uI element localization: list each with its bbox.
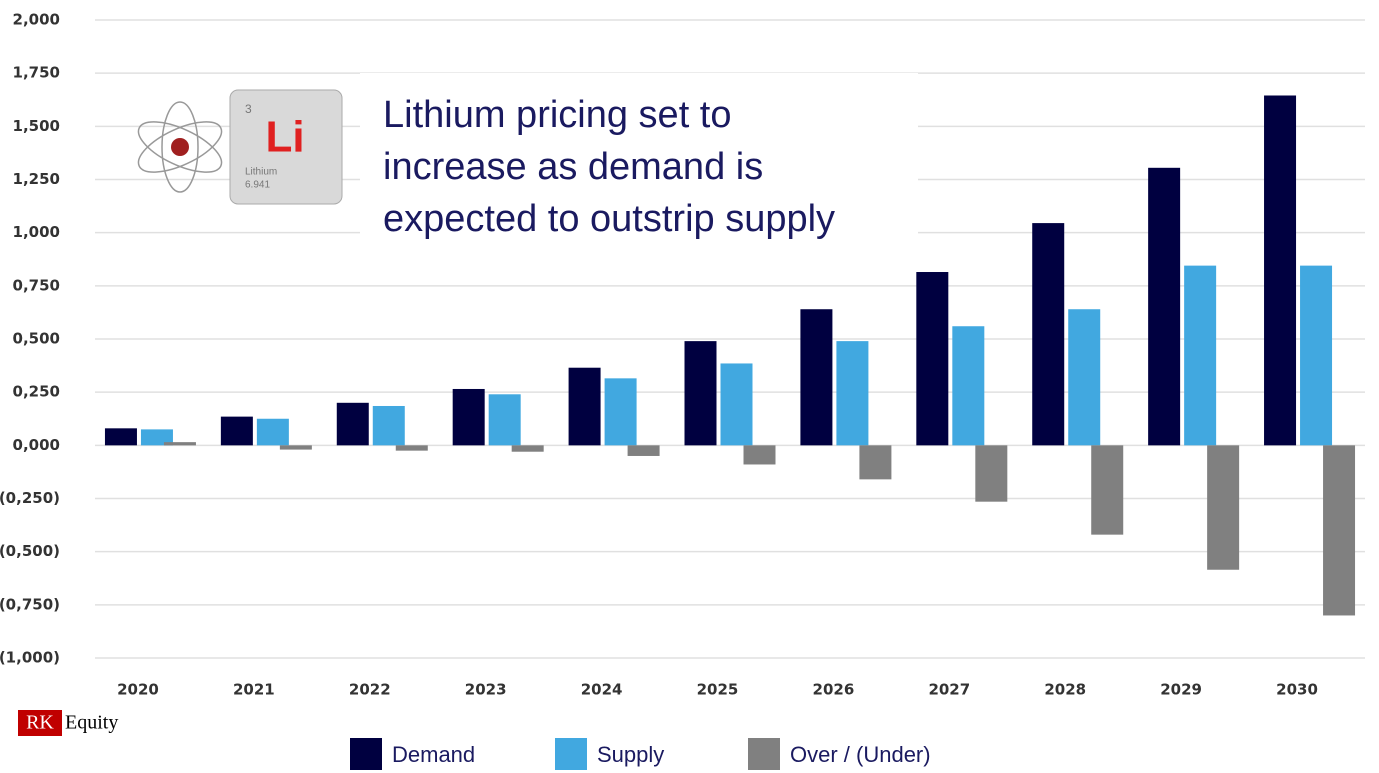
y-tick-label: 0,500: [13, 330, 60, 348]
y-tick-label: 1,250: [13, 170, 60, 188]
bar: [1264, 95, 1296, 445]
bar: [1091, 445, 1123, 534]
x-tick-label: 2026: [813, 681, 855, 699]
bar: [859, 445, 891, 479]
annotation: expected to outstrip supply: [383, 198, 835, 240]
bar: [1148, 168, 1180, 446]
bar: [1068, 309, 1100, 445]
y-tick-label: 0,250: [13, 383, 60, 401]
bar: [164, 442, 196, 445]
bar: [569, 368, 601, 446]
legend-label: Over / (Under): [790, 742, 931, 767]
bar: [453, 389, 485, 445]
legend-swatch: [350, 738, 382, 770]
x-tick-label: 2027: [928, 681, 970, 699]
bar: [744, 445, 776, 464]
bar: [512, 445, 544, 451]
x-tick-label: 2020: [117, 681, 159, 699]
element-name: Lithium: [245, 167, 277, 178]
legend-swatch: [748, 738, 780, 770]
x-tick-label: 2023: [465, 681, 507, 699]
y-tick-label: 1,500: [13, 117, 60, 135]
bar: [1032, 223, 1064, 445]
bar: [489, 394, 521, 445]
bar: [628, 445, 660, 456]
y-tick-label: (0,750): [0, 595, 60, 613]
annotation: increase as demand is: [383, 146, 763, 188]
x-tick-label: 2021: [233, 681, 275, 699]
bar: [337, 403, 369, 446]
bar: [1184, 266, 1216, 446]
x-tick-label: 2024: [581, 681, 623, 699]
x-tick-label: 2029: [1160, 681, 1202, 699]
bar: [221, 417, 253, 446]
logo-name: Equity: [65, 712, 118, 734]
page: 3 Li Lithium 6.941 RK Equity 2,000 1,750 1…: [0, 0, 1379, 773]
atom-icon: [132, 102, 229, 192]
y-tick-label: 0,000: [13, 436, 60, 454]
legend-label: Demand: [392, 742, 475, 767]
logo-mark: RK: [26, 712, 54, 734]
y-tick-label: (0,250): [0, 489, 60, 507]
x-tick-label: 2022: [349, 681, 391, 699]
y-tick-label: 1,000: [13, 223, 60, 241]
y-tick-label: (1,000): [0, 649, 60, 667]
y-tick-label: 1,750: [13, 64, 60, 82]
element-symbol: Li: [265, 113, 304, 162]
bar: [1300, 266, 1332, 446]
bar: [800, 309, 832, 445]
x-tick-label: 2030: [1276, 681, 1318, 699]
bar: [916, 272, 948, 445]
bar: [975, 445, 1007, 501]
bar: [952, 326, 984, 445]
bar: [685, 341, 717, 445]
bar: [721, 363, 753, 445]
bar: [373, 406, 405, 445]
x-tick-label: 2028: [1044, 681, 1086, 699]
bar: [396, 445, 428, 450]
bar: [1207, 445, 1239, 569]
element-number: 3: [245, 102, 252, 116]
element-mass: 6.941: [245, 180, 270, 191]
x-tick-label: 2025: [697, 681, 739, 699]
annotation: Lithium pricing set to: [383, 94, 732, 136]
bar: [257, 419, 289, 446]
bar: [1323, 445, 1355, 615]
bar: [605, 378, 637, 445]
chart: 3 Li Lithium 6.941 RK Equity 2,000 1,750 1…: [0, 0, 1379, 773]
legend-swatch: [555, 738, 587, 770]
bar: [280, 445, 312, 449]
bar: [105, 428, 137, 445]
bar: [836, 341, 868, 445]
legend-label: Supply: [597, 742, 664, 767]
y-tick-label: 2,000: [13, 11, 60, 29]
y-tick-label: (0,500): [0, 542, 60, 560]
y-tick-label: 0,750: [13, 276, 60, 294]
